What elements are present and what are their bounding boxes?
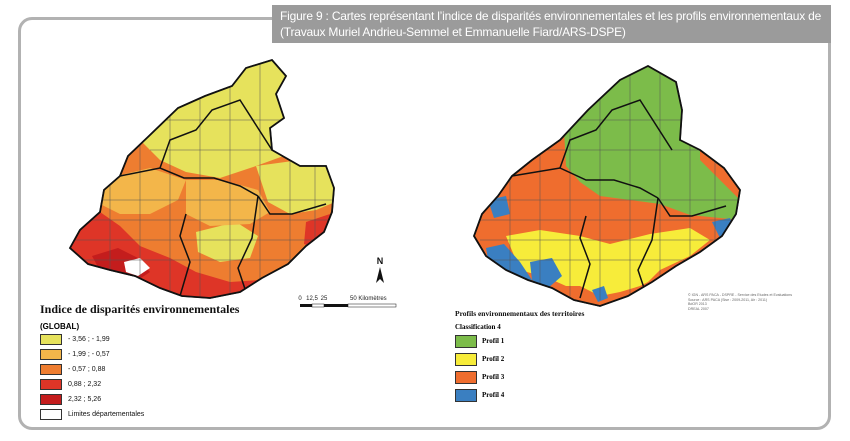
profiles-legend-title: Profils environnementaux des territoires <box>455 309 585 318</box>
legend-swatch <box>40 408 62 420</box>
department-boundaries-left <box>119 99 327 297</box>
legend-swatch <box>40 378 62 390</box>
figure-title-line2: (Travaux Muriel Andrieu-Semmel et Emmanu… <box>280 25 626 39</box>
legend-swatch <box>40 363 62 375</box>
zone-profil4-marseille <box>530 258 562 288</box>
legend-swatch <box>455 388 477 402</box>
legend-label: Profil 3 <box>482 373 505 381</box>
legend-label: - 3,56 ; - 1,99 <box>68 335 110 343</box>
profiles-legend: Profils environnementaux des territoires… <box>455 309 605 403</box>
zone-profil3-coast <box>552 266 676 306</box>
legend-label: 0,88 ; 2,32 <box>68 380 102 388</box>
source-note: © IGN - ARS PACA - DSPRE - Service des E… <box>688 293 808 311</box>
legend-swatch <box>455 352 477 366</box>
legend-item-department-limits: Limites départementales <box>40 407 240 421</box>
disparity-legend-subtitle: (GLOBAL) <box>40 322 80 331</box>
north-arrow: N <box>376 256 384 283</box>
source-line: Source : ARS PACA (Sise : 2009-2011, Air… <box>688 297 768 302</box>
legend-label: Profil 4 <box>482 391 505 399</box>
figure-title-line1: Figure 9 : Cartes représentant l’indice … <box>280 9 823 23</box>
scale-tick-1: 12,5 <box>306 296 318 302</box>
disparity-index-map <box>69 59 335 299</box>
source-line: © IGN - ARS PACA - DSPRE - Service des E… <box>688 293 793 297</box>
north-arrow-icon <box>376 267 384 283</box>
legend-item-class1: - 3,56 ; - 1,99 <box>40 332 240 346</box>
legend-label: - 0,57 ; 0,88 <box>68 365 106 373</box>
legend-item-class4: 0,88 ; 2,32 <box>40 377 240 391</box>
legend-item-class2: - 1,99 ; - 0,57 <box>40 347 240 361</box>
zone-class1-south <box>196 222 258 262</box>
figure-title: Figure 9 : Cartes représentant l’indice … <box>272 5 831 43</box>
legend-label: Profil 1 <box>482 337 505 345</box>
legend-item-profil2: Profil 2 <box>455 351 605 367</box>
legend-swatch <box>40 333 62 345</box>
etang-de-berre <box>124 258 150 276</box>
environmental-profiles-map <box>473 64 741 307</box>
zone-class2-west <box>100 168 186 214</box>
department-boundaries-right <box>511 99 727 299</box>
profiles-legend-subtitle: Classification 4 <box>455 323 501 331</box>
legend-item-profil1: Profil 1 <box>455 333 605 349</box>
legend-swatch <box>40 348 62 360</box>
legend-label: Limites départementales <box>68 410 145 418</box>
zone-class1-east <box>256 160 334 214</box>
legend-item-class5: 2,32 ; 5,26 <box>40 392 240 406</box>
legend-swatch <box>455 334 477 348</box>
commune-boundaries-right <box>480 70 740 300</box>
zone-profil2-provence <box>506 228 710 300</box>
source-line: BdOR 2013 <box>688 302 707 307</box>
scale-bar: 0 12,5 25 50 Kilomètres <box>298 296 397 308</box>
scale-tick-2: 25 <box>321 296 328 302</box>
legend-label: Profil 2 <box>482 355 505 363</box>
legend-swatch <box>455 370 477 384</box>
legend-label: - 1,99 ; - 0,57 <box>68 350 110 358</box>
scale-tick-3: 50 Kilomètres <box>350 296 387 302</box>
legend-item-class3: - 0,57 ; 0,88 <box>40 362 240 376</box>
north-label: N <box>377 256 384 266</box>
legend-item-profil4: Profil 4 <box>455 387 605 403</box>
legend-swatch <box>40 393 62 405</box>
disparity-legend-title: Indice de disparités environnementales <box>40 302 240 316</box>
legend-item-profil3: Profil 3 <box>455 369 605 385</box>
legend-label: 2,32 ; 5,26 <box>68 395 102 403</box>
source-line: DREAL 2007 <box>688 306 709 311</box>
scale-tick-0: 0 <box>298 296 302 302</box>
disparity-legend: Indice de disparités environnementales (… <box>40 302 240 421</box>
